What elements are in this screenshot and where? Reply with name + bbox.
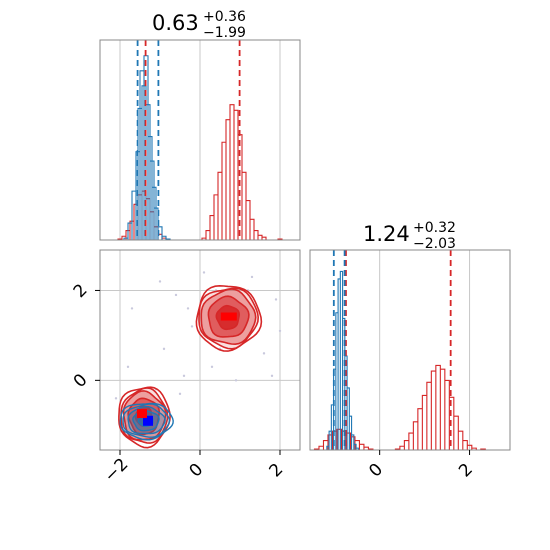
joint-sample-point-11 [270, 374, 274, 378]
joint-sample-point-5 [274, 298, 278, 301]
param2-x-tick-label-1: 2 [455, 460, 477, 482]
joint-sample-point-1 [174, 293, 178, 297]
joint-sample-point-3 [210, 365, 214, 369]
joint-sample-point-18 [186, 307, 190, 310]
param1-title-minus: −1.99 [203, 25, 246, 41]
param1-title-plus: +0.36 [203, 9, 246, 25]
joint-x-tick-label-1: 0 [186, 460, 208, 482]
joint-sample-point-13 [178, 392, 182, 396]
red-secondary-peak-marker [137, 409, 147, 419]
joint-x-tick-label-2: 2 [266, 460, 288, 482]
joint-y-tick-label-1: 2 [70, 280, 92, 302]
param1-frame [99, 39, 301, 241]
param2-frame [309, 249, 511, 451]
joint-panel [99, 249, 301, 451]
joint-y-tick-label-0: 0 [70, 370, 92, 392]
joint-sample-point-15 [202, 271, 206, 274]
joint-sample-point-12 [114, 397, 118, 400]
joint-sample-point-14 [126, 365, 130, 369]
param1-title-value: 0.63 [152, 11, 199, 35]
joint-sample-point-20 [278, 329, 282, 333]
blue-contour-level0 [119, 402, 174, 441]
marginal-panel-param2 [309, 249, 511, 451]
joint-sample-point-4 [262, 352, 266, 355]
joint-sample-point-9 [182, 374, 186, 378]
blue-peak-marker [143, 415, 153, 426]
joint-sample-point-8 [130, 307, 134, 310]
param2-title-plus: +0.32 [413, 220, 456, 236]
joint-sample-point-10 [234, 379, 238, 382]
red-peak-marker [220, 312, 237, 321]
param2-title-value: 1.24 [363, 222, 410, 246]
joint-sample-point-16 [162, 347, 166, 351]
joint-sample-point-0 [158, 280, 162, 283]
param2-title-minus: −2.03 [413, 236, 456, 252]
param2-x-tick-label-0: 0 [365, 460, 387, 482]
param1-title: 0.63 [152, 11, 199, 35]
joint-sample-point-2 [190, 325, 194, 328]
red-contour-mode1-level0 [118, 386, 171, 449]
joint-sample-point-6 [250, 275, 254, 279]
param2-title: 1.24 [363, 222, 410, 246]
param2-blue-histogram [326, 270, 359, 450]
marginal-panel-param1 [99, 39, 301, 241]
param1-blue-histogram [123, 55, 171, 241]
joint-x-tick-label-0: −2 [101, 455, 133, 487]
